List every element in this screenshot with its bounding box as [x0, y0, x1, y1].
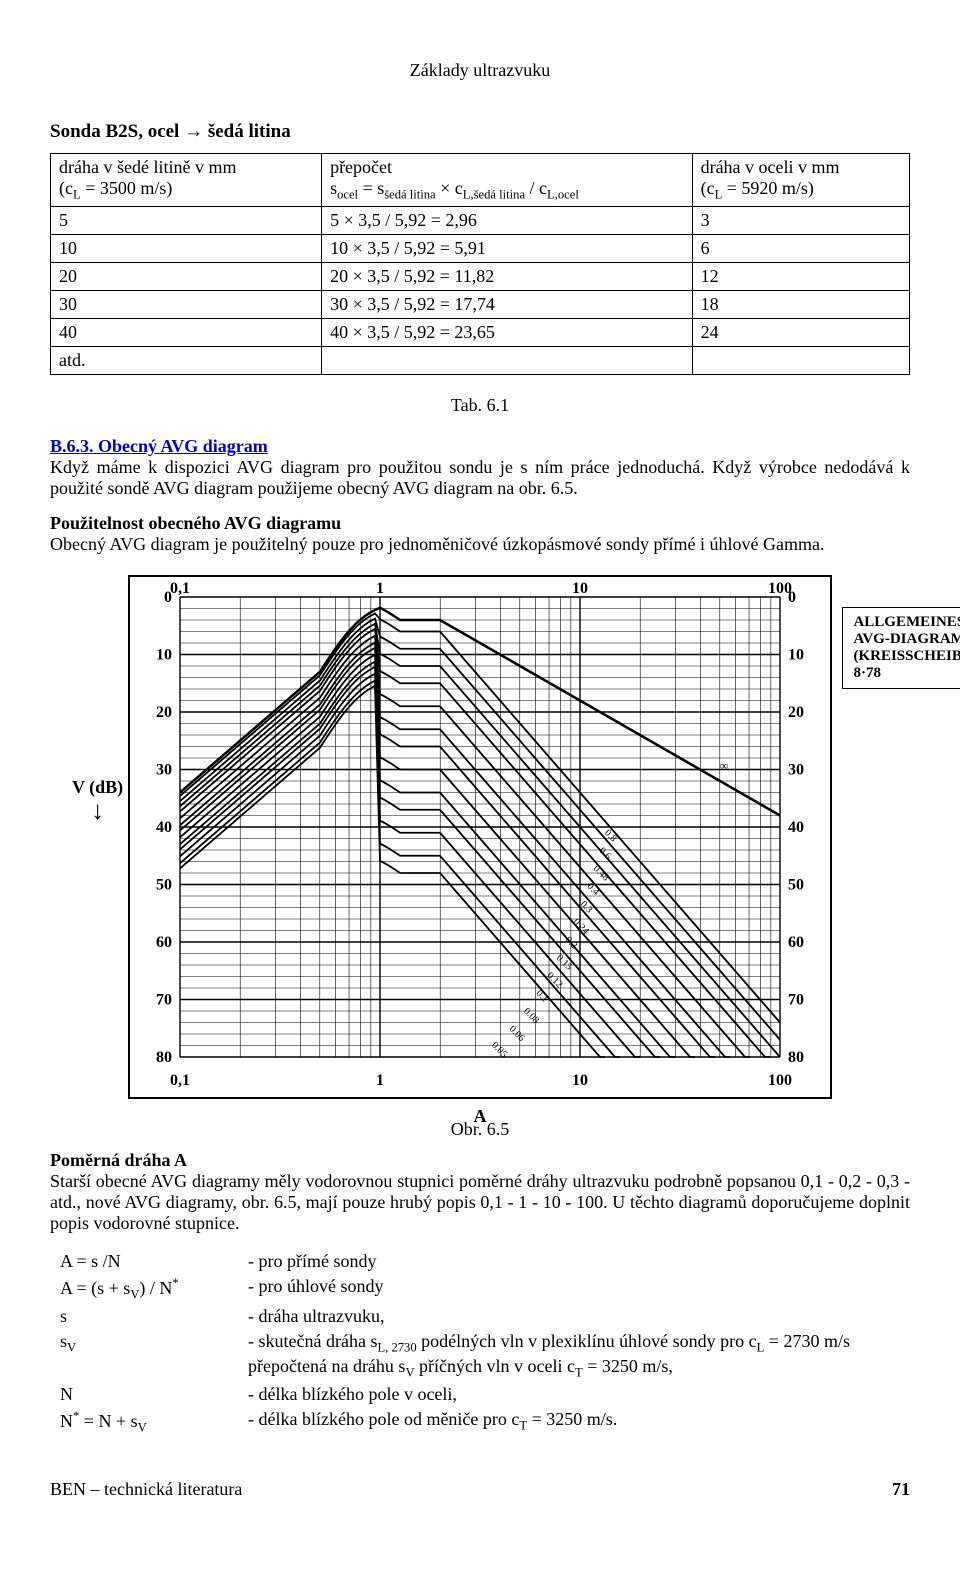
x-axis-label: A: [474, 1106, 487, 1127]
table-cell: 6: [692, 234, 909, 262]
table-cell: 5: [51, 206, 322, 234]
def-desc: - délka blízkého pole v oceli,: [240, 1383, 908, 1406]
avg-diagram-chart: V (dB)↓ A ALLGEMEINES AVG-DIAGRAMM (KREI…: [128, 575, 832, 1099]
svg-text:0.4: 0.4: [585, 881, 602, 898]
table-caption: Tab. 6.1: [50, 395, 910, 416]
footer-left: BEN – technická literatura: [50, 1479, 242, 1500]
table-cell: [692, 346, 909, 374]
svg-text:60: 60: [788, 934, 804, 951]
pomerna-text: Starší obecné AVG diagramy měly vodorovn…: [50, 1171, 910, 1233]
svg-text:60: 60: [156, 934, 172, 951]
def-desc: - délka blízkého pole od měniče pro cT =…: [240, 1408, 908, 1437]
def-desc: - skutečná dráha sL, 2730 podélných vln …: [240, 1330, 908, 1381]
svg-text:70: 70: [788, 991, 804, 1008]
def-term: A = (s + sV) / N*: [52, 1275, 238, 1304]
svg-text:10: 10: [572, 580, 588, 597]
svg-text:10: 10: [156, 646, 172, 663]
def-term: A = s /N: [52, 1250, 238, 1273]
table-cell: 20: [51, 262, 322, 290]
para2-text: Obecný AVG diagram je použitelný pouze p…: [50, 534, 824, 554]
svg-text:20: 20: [788, 704, 804, 721]
page-footer: BEN – technická literatura 71: [50, 1479, 910, 1500]
section-title: Sonda B2S, ocel → šedá litina: [50, 121, 910, 143]
legend-line-3: 8·78: [853, 665, 960, 682]
svg-text:80: 80: [788, 1049, 804, 1066]
svg-text:1: 1: [376, 1072, 384, 1089]
svg-text:30: 30: [156, 761, 172, 778]
table-cell: 10 × 3,5 / 5,92 = 5,91: [322, 234, 693, 262]
subsection-heading: B.6.3. Obecný AVG diagram: [50, 436, 268, 456]
table-cell: 40: [51, 318, 322, 346]
table-cell: 3: [692, 206, 909, 234]
svg-text:0.1: 0.1: [534, 988, 551, 1005]
legend-line-0: ALLGEMEINES: [853, 614, 960, 631]
table-cell: atd.: [51, 346, 322, 374]
svg-text:0.24: 0.24: [571, 916, 591, 936]
para2: Použitelnost obecného AVG diagramu Obecn…: [50, 513, 910, 555]
svg-text:∞: ∞: [720, 758, 729, 772]
table-cell: 30 × 3,5 / 5,92 = 17,74: [322, 290, 693, 318]
svg-text:0.06: 0.06: [507, 1023, 527, 1043]
svg-text:100: 100: [768, 1072, 792, 1089]
legend-line-2: (KREISSCHEIBE): [853, 648, 960, 665]
svg-text:0.08: 0.08: [521, 1006, 541, 1026]
table-cell: 20 × 3,5 / 5,92 = 11,82: [322, 262, 693, 290]
svg-text:1: 1: [376, 580, 384, 597]
pomerna-para: Poměrná dráha A Starší obecné AVG diagra…: [50, 1150, 910, 1234]
table-cell: 40 × 3,5 / 5,92 = 23,65: [322, 318, 693, 346]
subsection-para: B.6.3. Obecný AVG diagram Když máme k di…: [50, 436, 910, 499]
svg-text:40: 40: [156, 819, 172, 836]
table-cell: 30: [51, 290, 322, 318]
table-cell: 18: [692, 290, 909, 318]
svg-text:70: 70: [156, 991, 172, 1008]
table-cell: 10: [51, 234, 322, 262]
definitions-list: A = s /N- pro přímé sondyA = (s + sV) / …: [50, 1248, 910, 1439]
svg-text:20: 20: [156, 704, 172, 721]
para2-title: Použitelnost obecného AVG diagramu: [50, 513, 341, 533]
page-header: Základy ultrazvuku: [50, 60, 910, 81]
svg-text:0.8: 0.8: [602, 827, 619, 844]
svg-text:0,1: 0,1: [170, 1072, 190, 1089]
svg-text:50: 50: [788, 876, 804, 893]
footer-right: 71: [892, 1479, 910, 1500]
def-desc: - pro přímé sondy: [240, 1250, 908, 1273]
table-cell: 24: [692, 318, 909, 346]
svg-text:10: 10: [572, 1072, 588, 1089]
col-header-2: dráha v oceli v mm(cL = 5920 m/s): [692, 154, 909, 207]
svg-text:0: 0: [788, 589, 796, 606]
svg-text:0.15: 0.15: [554, 952, 574, 972]
svg-text:80: 80: [156, 1049, 172, 1066]
para1-text: Když máme k dispozici AVG diagram pro po…: [50, 457, 910, 498]
conversion-table: dráha v šedé litině v mm(cL = 3500 m/s) …: [50, 153, 910, 375]
svg-text:50: 50: [156, 876, 172, 893]
svg-text:30: 30: [788, 761, 804, 778]
col-header-0: dráha v šedé litině v mm(cL = 3500 m/s): [51, 154, 322, 207]
table-cell: [322, 346, 693, 374]
svg-text:0.48: 0.48: [591, 863, 611, 883]
chart-svg: 0,10,11110101001000010102020303040405050…: [130, 577, 830, 1097]
def-term: s: [52, 1305, 238, 1328]
def-term: N: [52, 1383, 238, 1406]
svg-text:10: 10: [788, 646, 804, 663]
legend-line-1: AVG-DIAGRAMM: [853, 631, 960, 648]
def-term: N* = N + sV: [52, 1408, 238, 1437]
svg-text:0: 0: [164, 589, 172, 606]
def-term: sV: [52, 1330, 238, 1381]
chart-legend: ALLGEMEINES AVG-DIAGRAMM (KREISSCHEIBE) …: [842, 607, 960, 689]
col-header-1: přepočetsocel = sšedá litina × cL,šedá l…: [322, 154, 693, 207]
def-desc: - dráha ultrazvuku,: [240, 1305, 908, 1328]
pomerna-title: Poměrná dráha A: [50, 1150, 187, 1170]
svg-text:40: 40: [788, 819, 804, 836]
svg-text:0,1: 0,1: [170, 580, 190, 597]
def-desc: - pro úhlové sondy: [240, 1275, 908, 1304]
table-cell: 5 × 3,5 / 5,92 = 2,96: [322, 206, 693, 234]
y-axis-label: V (dB)↓: [72, 777, 123, 824]
table-cell: 12: [692, 262, 909, 290]
